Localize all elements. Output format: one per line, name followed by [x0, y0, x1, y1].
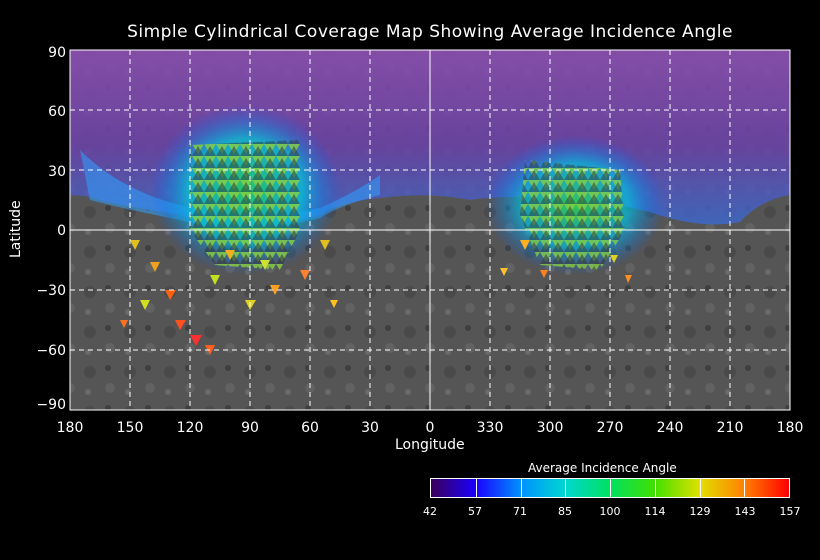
- x-axis-label: Longitude: [395, 437, 465, 453]
- y-tick: −30: [36, 283, 66, 299]
- legend-divider: [654, 479, 656, 497]
- legend-label: 129: [689, 505, 711, 518]
- y-tick: −60: [36, 343, 66, 359]
- x-tick: 0: [425, 420, 435, 436]
- south-scatter: [120, 240, 632, 355]
- x-tick: 180: [776, 420, 804, 436]
- x-tick: 90: [241, 420, 259, 436]
- y-tick: 90: [48, 45, 66, 61]
- legend-title: Average Incidence Angle: [528, 461, 677, 475]
- x-tick: 240: [656, 420, 684, 436]
- y-tick: 0: [57, 223, 66, 239]
- legend-label: 71: [513, 505, 527, 518]
- x-tick: 300: [536, 420, 564, 436]
- legend-label: 42: [423, 505, 437, 518]
- legend-divider: [520, 479, 522, 497]
- legend-label: 157: [779, 505, 801, 518]
- map-title: Simple Cylindrical Coverage Map Showing …: [127, 22, 733, 42]
- x-tick: 180: [56, 420, 84, 436]
- legend-label: 100: [599, 505, 621, 518]
- x-tick: 30: [361, 420, 379, 436]
- x-tick: 150: [116, 420, 144, 436]
- legend-label: 143: [734, 505, 756, 518]
- legend-label: 114: [644, 505, 666, 518]
- legend-label: 57: [468, 505, 482, 518]
- y-tick: −90: [36, 397, 66, 413]
- y-axis-label: Latitude: [8, 200, 24, 258]
- x-tick: 210: [716, 420, 744, 436]
- legend-label: 85: [558, 505, 572, 518]
- y-tick: 30: [48, 164, 66, 180]
- x-tick: 330: [476, 420, 504, 436]
- plot-frame: [69, 49, 791, 411]
- legend-divider: [744, 479, 746, 497]
- x-tick: 120: [176, 420, 204, 436]
- legend-divider: [565, 479, 567, 497]
- legend-colorbar: [430, 478, 790, 498]
- legend-divider: [610, 479, 611, 497]
- x-tick: 60: [301, 420, 319, 436]
- legend-divider: [475, 479, 477, 497]
- legend-divider: [699, 479, 701, 497]
- x-tick: 270: [596, 420, 624, 436]
- y-tick: 60: [48, 104, 66, 120]
